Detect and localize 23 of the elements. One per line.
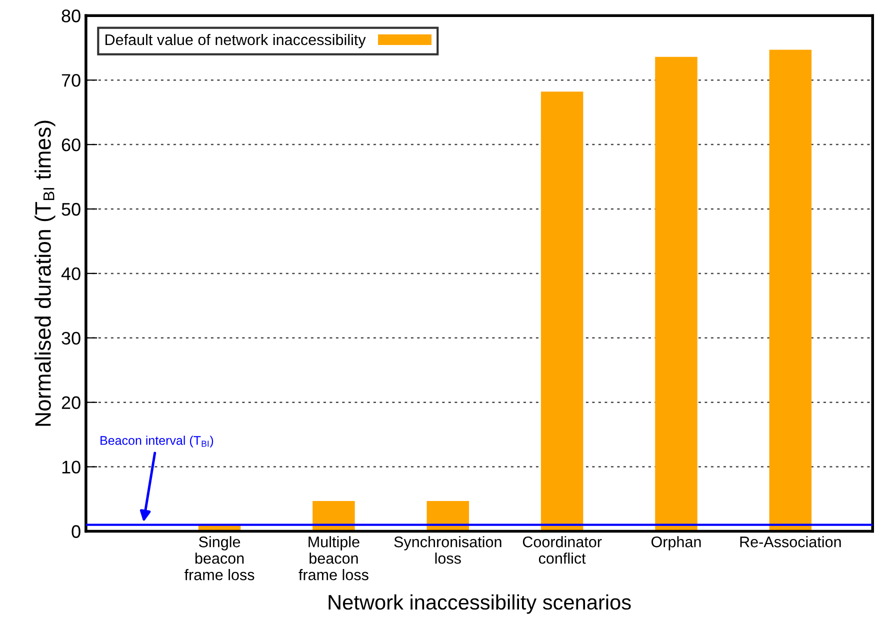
y-tick-label: 40 bbox=[61, 267, 80, 280]
x-tick-label: Re-Association bbox=[740, 536, 841, 548]
x-tick-label: Single beacon frame loss bbox=[184, 536, 254, 580]
bar bbox=[769, 50, 812, 532]
y-tick-label: 80 bbox=[62, 10, 80, 22]
y-tick-label: 60 bbox=[62, 138, 80, 152]
y-tick-label: 10 bbox=[62, 460, 80, 474]
bar bbox=[312, 500, 355, 532]
x-tick-label: Orphan bbox=[651, 536, 701, 550]
x-tick-label: Coordinator conflict bbox=[522, 536, 602, 564]
x-tick-label: Multiple beacon frame loss bbox=[298, 536, 368, 580]
x-tick-label: Synchronisation loss bbox=[394, 536, 502, 564]
bar bbox=[540, 92, 584, 532]
y-tick-label: 0 bbox=[72, 525, 80, 538]
y-tick-label: 50 bbox=[62, 202, 80, 216]
y-tick-label: 30 bbox=[62, 332, 80, 345]
x-axis-title: Network inaccessibility scenarios bbox=[328, 594, 631, 614]
y-axis-title: Normalised duration (T$_{BI}$ times) bbox=[34, 120, 56, 426]
y-tick-label: 70 bbox=[62, 74, 80, 87]
ref-line-label: Beacon interval (T$_{BI}$) bbox=[100, 436, 214, 448]
bar bbox=[655, 56, 698, 532]
legend-label: Default value of network inaccessibility bbox=[106, 34, 366, 48]
y-tick-label: 20 bbox=[62, 396, 80, 410]
